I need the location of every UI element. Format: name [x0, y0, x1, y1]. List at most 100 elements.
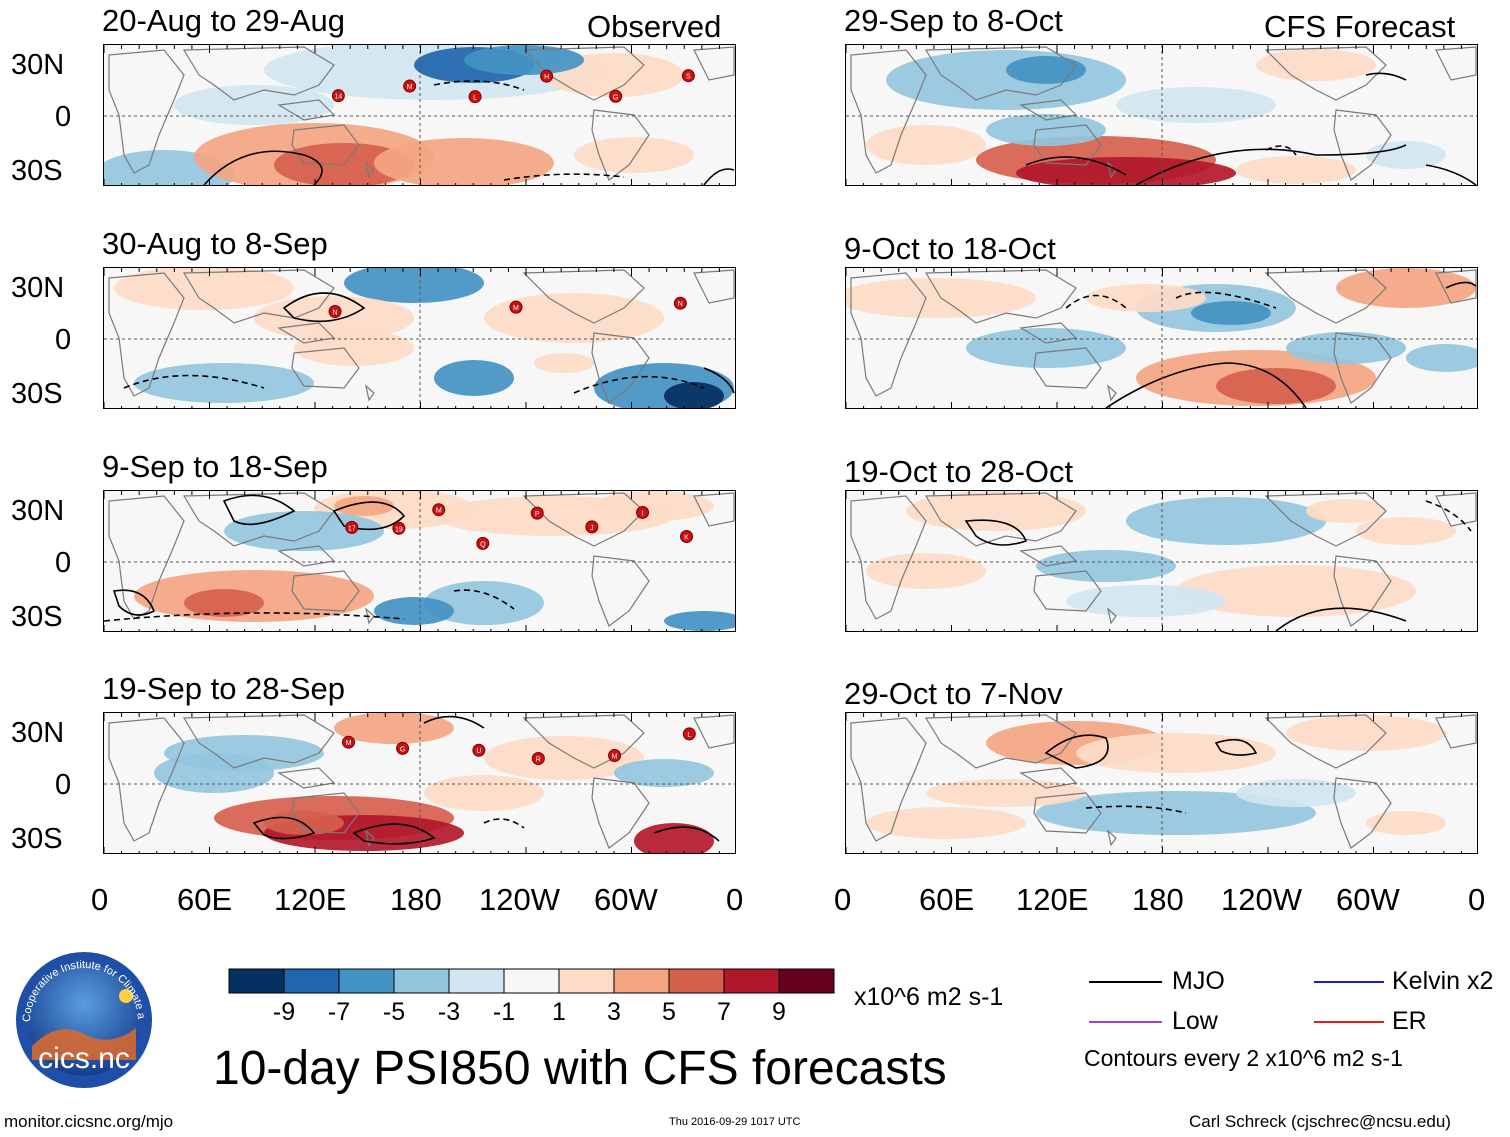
mjo-contour — [453, 589, 515, 610]
coastline-nz — [1107, 829, 1117, 847]
psi-anomaly-region — [966, 328, 1126, 368]
storm-marker — [585, 520, 599, 534]
psi-anomaly-region — [1191, 301, 1271, 325]
psi-field — [104, 45, 694, 185]
psi-anomaly-region — [484, 293, 664, 343]
mjo-contour — [703, 367, 735, 394]
psi-anomaly-region — [866, 807, 1026, 839]
storm-label: L — [687, 732, 691, 739]
map-panel-obs-4: M G U R M L — [103, 712, 736, 854]
mjo-contour — [1275, 607, 1407, 631]
psi-anomaly-region — [1286, 715, 1446, 751]
psi-anomaly-region — [424, 581, 544, 625]
mjo-contour — [252, 816, 316, 840]
panel-title-fc-4: 29-Oct to 7-Nov — [844, 676, 1063, 711]
mjo-contour — [222, 494, 296, 526]
psi-anomaly-region — [1066, 585, 1226, 617]
colorbar-tick-label: -3 — [438, 998, 460, 1026]
logo-sun-icon — [119, 989, 133, 1003]
mjo-contour — [1425, 500, 1472, 532]
logo-text: cics.nc — [38, 1042, 130, 1075]
map-panel-obs-3: 17 19 M Q P J I K — [103, 490, 736, 632]
coastline-europe — [1435, 46, 1477, 81]
coastlines — [850, 492, 1477, 627]
lon-label: 120W — [1221, 882, 1302, 917]
coastline-maritime — [1019, 99, 1078, 121]
coastline-asia — [182, 714, 335, 769]
lon-label: 120E — [1016, 882, 1089, 917]
coastline-maritime — [1019, 322, 1078, 344]
storm-label: M — [612, 754, 618, 761]
mjo-contour — [433, 80, 525, 91]
coastline-africa — [850, 272, 927, 397]
lat-label-30s: 30S — [11, 378, 63, 410]
storm-marker — [432, 503, 446, 517]
storm-marker — [608, 749, 622, 763]
coastline-australia — [291, 570, 360, 612]
storm-marker — [531, 752, 545, 766]
storm-marker — [530, 506, 544, 520]
coastline-maritime — [1019, 545, 1078, 567]
colorbar-tick-label: 9 — [772, 998, 786, 1026]
coastline-maritime — [277, 545, 336, 567]
coastline-n-america — [1264, 492, 1387, 547]
mjo-contour — [1065, 294, 1127, 309]
mjo-contour — [104, 612, 405, 622]
coastline-maritime — [277, 322, 336, 344]
coastline-africa — [108, 272, 185, 397]
lat-label-30n: 30N — [11, 495, 65, 527]
coastlines — [850, 46, 1477, 181]
psi-anomaly-region — [254, 296, 414, 340]
psi-anomaly-region — [574, 137, 694, 173]
psi-anomaly-region — [866, 125, 986, 165]
mjo-contour — [123, 374, 265, 389]
lon-label: 120W — [479, 882, 560, 917]
coastline-s-america — [1333, 109, 1392, 181]
storm-label: S — [686, 74, 691, 81]
coastline-n-america — [1264, 46, 1387, 101]
coastline-australia — [291, 124, 360, 166]
colorbar-tick-label: 5 — [662, 998, 676, 1026]
colorbar-swatch — [723, 968, 780, 994]
coastline-nz — [1107, 384, 1117, 402]
mjo-contour — [1085, 805, 1187, 814]
psi-anomaly-region — [434, 360, 514, 396]
storm-label: 19 — [395, 526, 403, 533]
coastline-maritime — [277, 99, 336, 121]
coastline-australia — [291, 792, 360, 834]
lat-label-0: 0 — [55, 324, 72, 356]
mjo-contour — [423, 715, 485, 729]
colorbar-swatch — [393, 968, 450, 994]
lon-label: 0 — [726, 882, 744, 917]
storm-marker — [345, 520, 359, 534]
colorbar-swatch — [613, 968, 670, 994]
psi-anomaly-region — [1236, 779, 1356, 807]
psi-field — [866, 491, 1456, 617]
colorbar-tick-label: -1 — [493, 998, 515, 1026]
psi-anomaly-region — [1036, 550, 1176, 582]
colorbar-tick-label: -5 — [383, 998, 405, 1026]
coastline-asia — [924, 714, 1077, 769]
coastlines — [108, 46, 735, 181]
mjo-contour — [1135, 144, 1407, 185]
coastline-s-america — [591, 555, 650, 627]
psi-field — [114, 268, 734, 408]
map-panel-fc-1 — [845, 44, 1478, 186]
storm-label: L — [473, 95, 477, 102]
storm-label: Q — [480, 541, 486, 548]
psi-anomaly-region — [344, 268, 484, 303]
footer-url[interactable]: monitor.cicsnc.org/mjo — [4, 1112, 174, 1131]
psi-anomaly-region — [1006, 56, 1086, 84]
storm-label: N — [333, 310, 338, 317]
colorbar-swatch — [558, 968, 615, 994]
storm-label: K — [684, 534, 689, 541]
legend-kelvin-label: Kelvin x2 — [1392, 967, 1494, 995]
psi-anomaly-region — [164, 735, 324, 771]
legend-er-label: ER — [1392, 1007, 1427, 1035]
coastline-asia — [924, 269, 1077, 324]
mjo-contour — [1214, 738, 1258, 756]
coastline-s-america — [591, 109, 650, 181]
storm-marker — [341, 735, 355, 749]
mjo-contour — [282, 292, 366, 323]
colorbar-swatch — [283, 968, 340, 994]
